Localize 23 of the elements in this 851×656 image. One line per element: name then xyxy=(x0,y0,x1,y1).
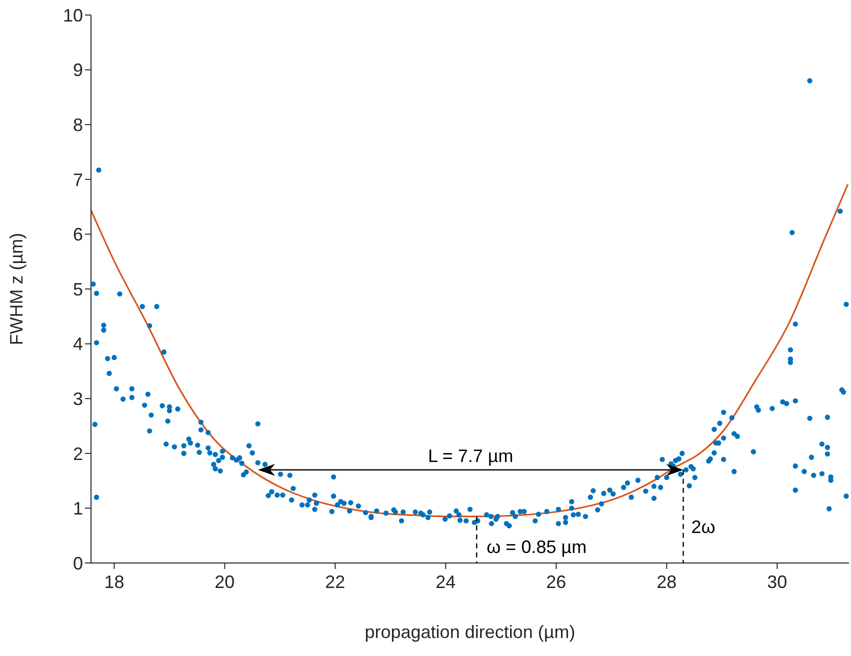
y-tick-label: 0 xyxy=(72,553,83,574)
y-tick-label: 8 xyxy=(72,114,83,135)
x-tick-label: 30 xyxy=(767,572,788,592)
y-tick-label: 10 xyxy=(62,5,83,26)
y-tick-label: 9 xyxy=(72,60,83,80)
y-tick-label: 4 xyxy=(72,334,83,354)
x-tick-label: 24 xyxy=(436,572,456,592)
x-tick-label: 18 xyxy=(104,572,124,592)
x-tick-label: 20 xyxy=(214,572,235,592)
y-tick-label: 3 xyxy=(72,388,83,409)
annotation: 2ω xyxy=(691,517,716,537)
x-tick-label: 22 xyxy=(325,572,346,592)
annotation: L = 7.7 µm xyxy=(428,446,514,466)
x-axis-title: propagation direction (µm) xyxy=(364,622,576,642)
y-tick-label: 5 xyxy=(72,279,83,300)
y-tick-label: 7 xyxy=(72,170,83,190)
x-tick-label: 26 xyxy=(546,572,566,592)
y-tick-label: 2 xyxy=(72,444,83,464)
y-tick-label: 6 xyxy=(72,224,83,245)
annotation: ω = 0.85 µm xyxy=(486,537,587,557)
y-tick-label: 1 xyxy=(72,498,83,519)
x-tick-label: 28 xyxy=(656,572,677,592)
y-axis-title: FWHM z (µm) xyxy=(6,232,26,346)
